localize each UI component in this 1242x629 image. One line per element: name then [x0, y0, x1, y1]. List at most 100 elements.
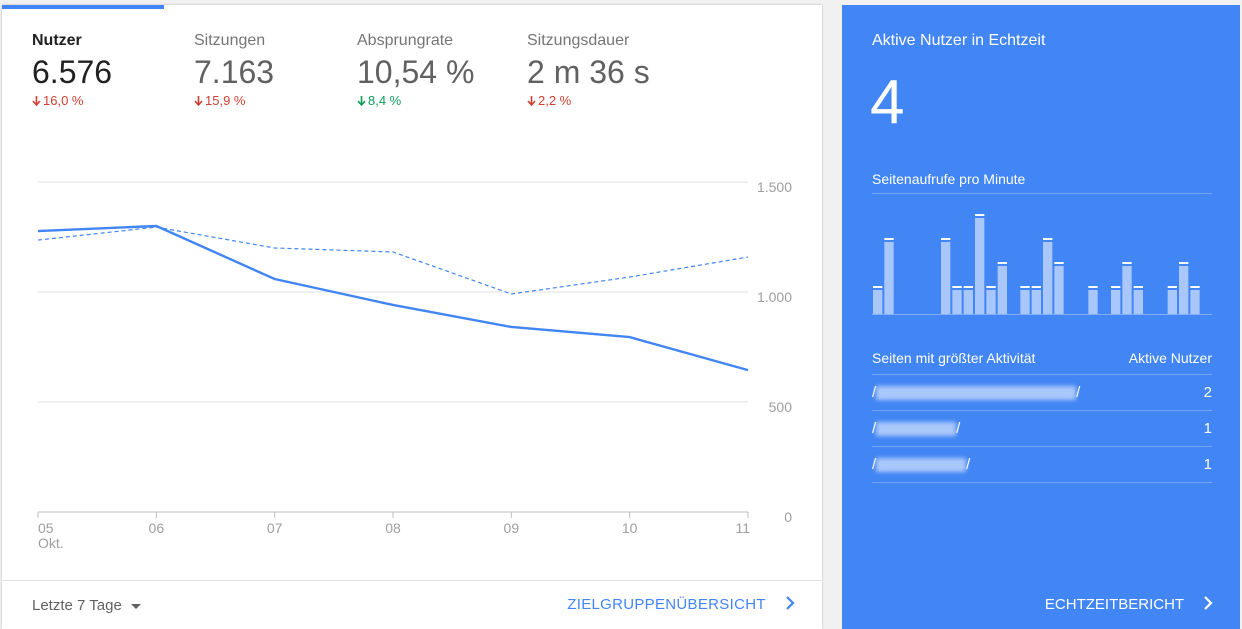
bar-cap [1020, 286, 1030, 288]
bar [1031, 290, 1041, 314]
change-value: 15,9 % [205, 93, 246, 108]
bar-cap [963, 286, 973, 288]
bar-cap [952, 286, 962, 288]
active-users: 1 [1203, 456, 1212, 473]
path-start: / [872, 384, 877, 401]
metric-tab[interactable]: Absprungrate 10,54 % 8,4 % [357, 32, 474, 108]
series-line [37, 224, 749, 372]
bar [1133, 290, 1143, 314]
metric-tab[interactable]: Nutzer 6.576 16,0 % [32, 32, 112, 108]
y-tick-label: 1.500 [757, 179, 792, 195]
bar [1167, 290, 1177, 314]
table-row: //1 [872, 446, 1212, 483]
date-range-label: Letzte 7 Tage [32, 597, 122, 614]
metric-tab[interactable]: Sitzungsdauer 2 m 36 s 2,2 % [527, 32, 650, 108]
page-path[interactable]: / / [872, 420, 960, 437]
y-tick-label: 500 [769, 399, 793, 415]
date-range-selector[interactable]: Letzte 7 Tage [32, 597, 142, 614]
divider [2, 580, 822, 581]
bar [1179, 266, 1189, 314]
bar [1043, 242, 1053, 314]
table-header: Aktive Nutzer [1128, 350, 1212, 366]
bar [975, 218, 985, 314]
trend-arrow [32, 96, 41, 107]
arrow-shape [32, 96, 41, 107]
metric-name: Sitzungsdauer [527, 32, 630, 49]
x-tick-label: 06 [149, 520, 165, 536]
metric-name: Sitzungen [194, 32, 266, 49]
bar-cap [873, 286, 883, 288]
bar [1088, 290, 1098, 314]
bar-cap [1190, 286, 1200, 288]
table-row: //2 [872, 374, 1212, 411]
arrow-shape [527, 96, 536, 107]
bar-cap [941, 238, 951, 240]
link-label: ZIELGRUPPENÜBERSICHT [567, 596, 766, 613]
y-tick-label: 0 [784, 509, 792, 525]
bar [941, 242, 951, 314]
metric-value: 2 m 36 s [527, 54, 650, 90]
x-tick-label: 07 [267, 520, 283, 536]
x-tick-label: 09 [504, 520, 520, 536]
metric-value: 6.576 [32, 54, 113, 90]
bar-cap [1088, 286, 1098, 288]
realtime-card: Aktive Nutzer in Echtzeit 4 Seitenaufruf… [842, 5, 1240, 629]
audience-card: Nutzer 6.576 16,0 % Sitzungen 7.163 15,9 % Abs… [2, 5, 822, 629]
bar [997, 266, 1007, 314]
metric-tab[interactable]: Sitzungen 7.163 15,9 % [194, 32, 274, 108]
realtime-report-link[interactable]: ECHTZEITBERICHT [1045, 596, 1214, 613]
bar [873, 290, 883, 314]
path-end: / [966, 456, 971, 473]
bar [952, 290, 962, 314]
active-users-count: 4 [870, 68, 905, 137]
divider [872, 193, 1212, 194]
trend-arrow [527, 96, 536, 107]
metric-value: 7.163 [194, 54, 275, 90]
redacted-path [876, 458, 967, 473]
trend-arrow [357, 96, 366, 107]
link-label: ECHTZEITBERICHT [1044, 596, 1184, 613]
table-header: Seiten mit größter Aktivität [872, 350, 1036, 366]
comparison-line [37, 226, 749, 295]
path-end: / [1076, 384, 1081, 401]
table-row: //1 [872, 410, 1212, 447]
divider [872, 482, 1212, 483]
bar-cap [1133, 286, 1143, 288]
page-path[interactable]: / / [872, 384, 1080, 401]
bar [1190, 290, 1200, 314]
chevron [1204, 596, 1213, 610]
pageviews-chart [872, 214, 1212, 315]
bar [986, 290, 996, 314]
bar-cap [1043, 238, 1053, 240]
bar [1111, 290, 1121, 314]
bar-cap [1122, 262, 1132, 264]
metric-name: Nutzer [32, 32, 82, 49]
bar [1122, 266, 1132, 314]
metric-value: 10,54 % [357, 54, 475, 90]
metric-change: 8,4 % [357, 93, 474, 108]
bar [963, 290, 973, 314]
bar [1054, 266, 1064, 314]
metric-change: 2,2 % [527, 93, 650, 108]
bar-cap [1179, 262, 1189, 264]
dropdown-icon [130, 604, 141, 609]
bar [884, 242, 894, 314]
pageviews-title: Seitenaufrufe pro Minute [872, 171, 1026, 187]
x-month-label: Okt. [38, 535, 64, 551]
bar-cap [986, 286, 996, 288]
bar-cap [997, 262, 1007, 264]
page-path[interactable]: / / [872, 456, 970, 473]
bar-cap [1054, 262, 1064, 264]
path-start: / [872, 456, 877, 473]
audience-overview-link[interactable]: ZIELGRUPPENÜBERSICHT [567, 596, 796, 613]
realtime-title: Aktive Nutzer in Echtzeit [872, 32, 1046, 49]
bar-cap [1111, 286, 1121, 288]
chevron [786, 596, 795, 610]
bar-cap [975, 214, 985, 216]
bar [1020, 290, 1030, 314]
line-chart: 0 500 1.000 1.500 05 06 07 08 09 10 11 Okt. [37, 179, 793, 551]
bar-cap [884, 238, 894, 240]
bar-cap [1167, 286, 1177, 288]
arrow-shape [194, 96, 203, 107]
